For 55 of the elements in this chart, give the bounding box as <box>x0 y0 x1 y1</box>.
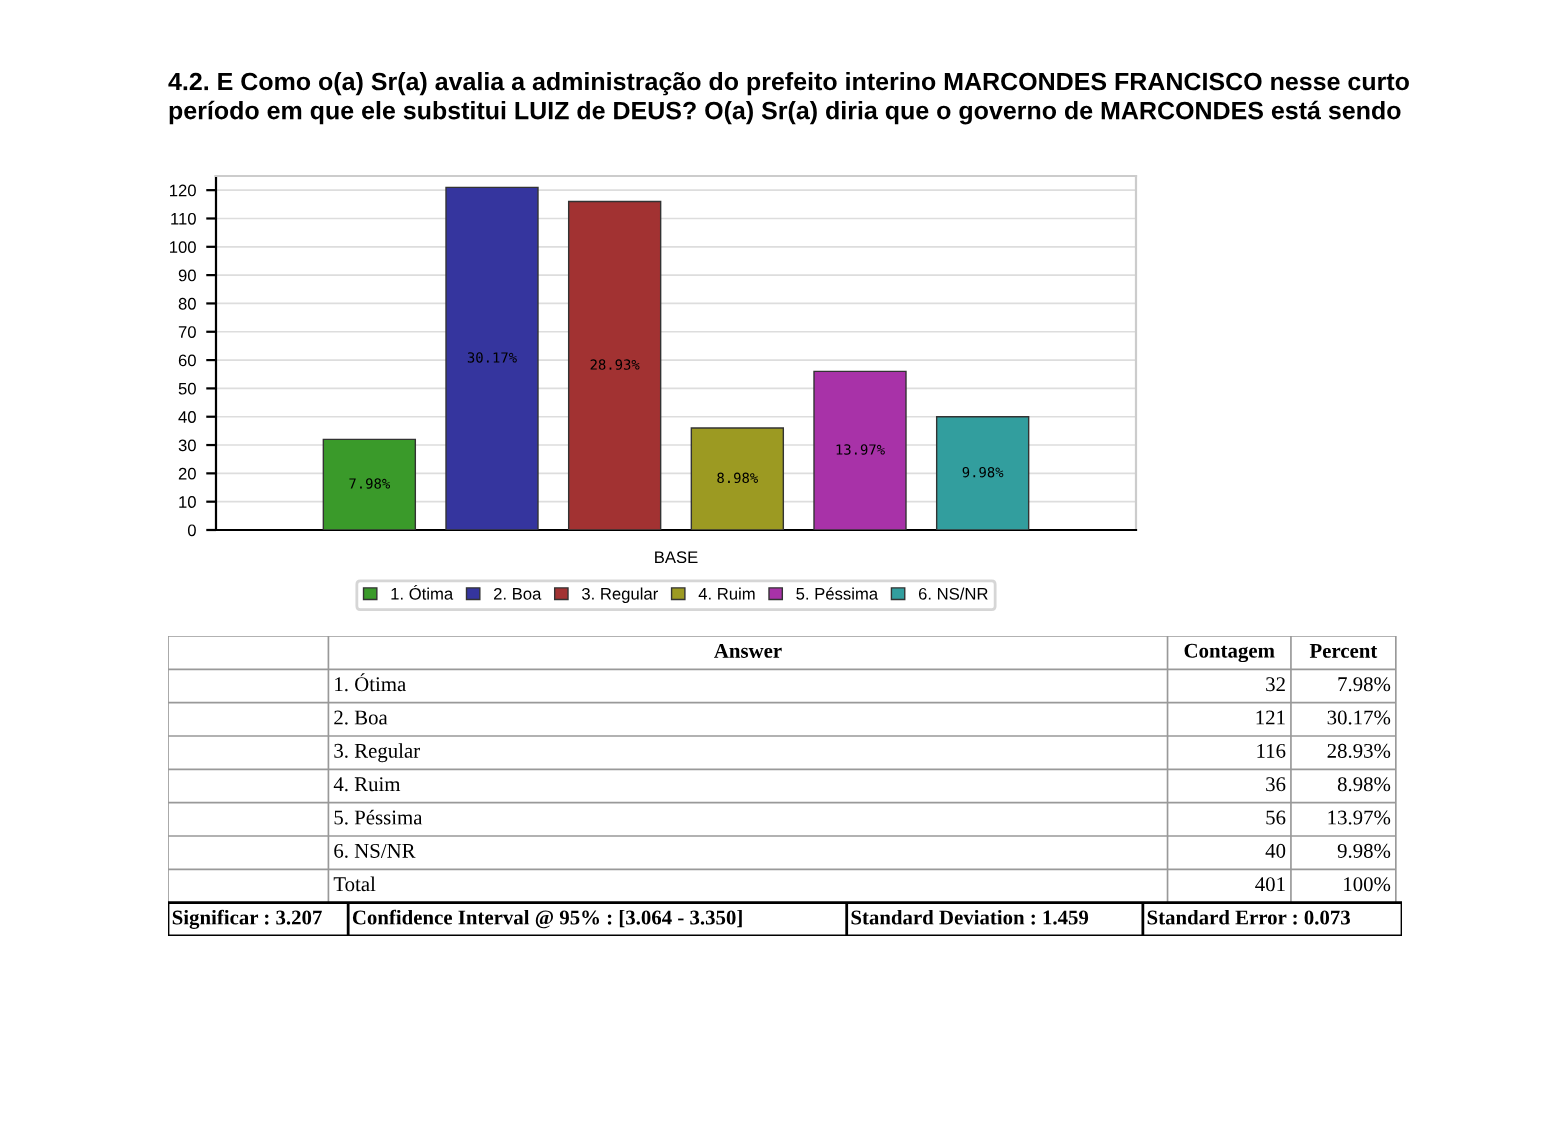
legend-label: 5. Péssima <box>796 587 879 600</box>
y-tick-label: 60 <box>178 354 196 367</box>
y-tick-label: 110 <box>171 212 196 225</box>
y-tick-label: 100 <box>170 241 196 253</box>
y-tick-label: 10 <box>179 496 196 508</box>
data-label: 7.98% <box>1338 677 1391 692</box>
category-label: 3. Regular <box>334 743 420 763</box>
bar <box>690 427 785 530</box>
data-label: 121 <box>1256 710 1285 725</box>
data-label: 30.17% <box>1327 710 1391 725</box>
y-tick-label: 120 <box>170 184 196 197</box>
data-label: 56 <box>1266 810 1286 825</box>
text: Contagem <box>1184 643 1275 663</box>
bar <box>322 438 417 530</box>
y-tick-label: 0 <box>187 524 196 537</box>
y-tick-label: 80 <box>178 297 196 310</box>
y-tick-label: 40 <box>178 411 196 423</box>
data-label: 32 <box>1266 677 1285 692</box>
text: Standard Error : 0.073 <box>1147 909 1350 925</box>
data-label: 9.98% <box>1337 843 1391 858</box>
text: Significar : 3.207 <box>172 909 322 929</box>
data-label: 13.97% <box>1328 810 1391 825</box>
x-axis-title: BASE <box>655 551 698 564</box>
bar <box>813 370 907 530</box>
bar <box>935 416 1030 530</box>
legend-label: 1. Ótima <box>391 585 454 600</box>
data-label: 28.93% <box>1327 743 1391 758</box>
data-label: 401 <box>1255 877 1285 892</box>
text: Answer <box>714 643 782 658</box>
y-tick-label: 70 <box>178 326 196 338</box>
y-tick-label: 30 <box>178 439 196 452</box>
category-label: 6. NS/NR <box>334 843 416 858</box>
category-label: 4. Ruim <box>333 777 401 792</box>
data-label: 100% <box>1344 877 1391 892</box>
legend-label: 4. Ruim <box>698 587 755 600</box>
data-label: 40 <box>1265 843 1286 858</box>
bar <box>445 186 539 530</box>
category-label: 5. Péssima <box>334 809 423 825</box>
legend-label: 6. NS/NR <box>918 587 988 600</box>
y-tick-label: 90 <box>178 269 196 282</box>
legend-label: 2. Boa <box>494 587 542 600</box>
category-label: 1. Ótima <box>335 673 406 692</box>
category-label: Total <box>333 876 376 892</box>
text: Confidence Interval @ 95% : [3.064 - 3.350] <box>352 909 742 929</box>
legend-label: 3. Regular <box>581 587 658 604</box>
category-label: 2. Boa <box>334 710 388 725</box>
text: Percent <box>1309 644 1378 658</box>
bar <box>567 200 662 530</box>
data-label: 36 <box>1266 777 1286 792</box>
data-label: 116 <box>1257 743 1286 758</box>
y-tick-label: 50 <box>178 382 196 395</box>
y-tick-label: 20 <box>178 467 196 480</box>
data-label: 8.98% <box>1337 777 1391 792</box>
text: Standard Deviation : 1.459 <box>851 909 1089 925</box>
chart-title: 4.2. E Como o(a) Sr(a) avalia a administração do prefeito interino MARCONDES FRANCISCO nesse curto período em que ele substitui LUIZ de DEUS? O(a) Sr(a) diria que o governo de MARCONDES está sendo <box>168 72 1409 125</box>
